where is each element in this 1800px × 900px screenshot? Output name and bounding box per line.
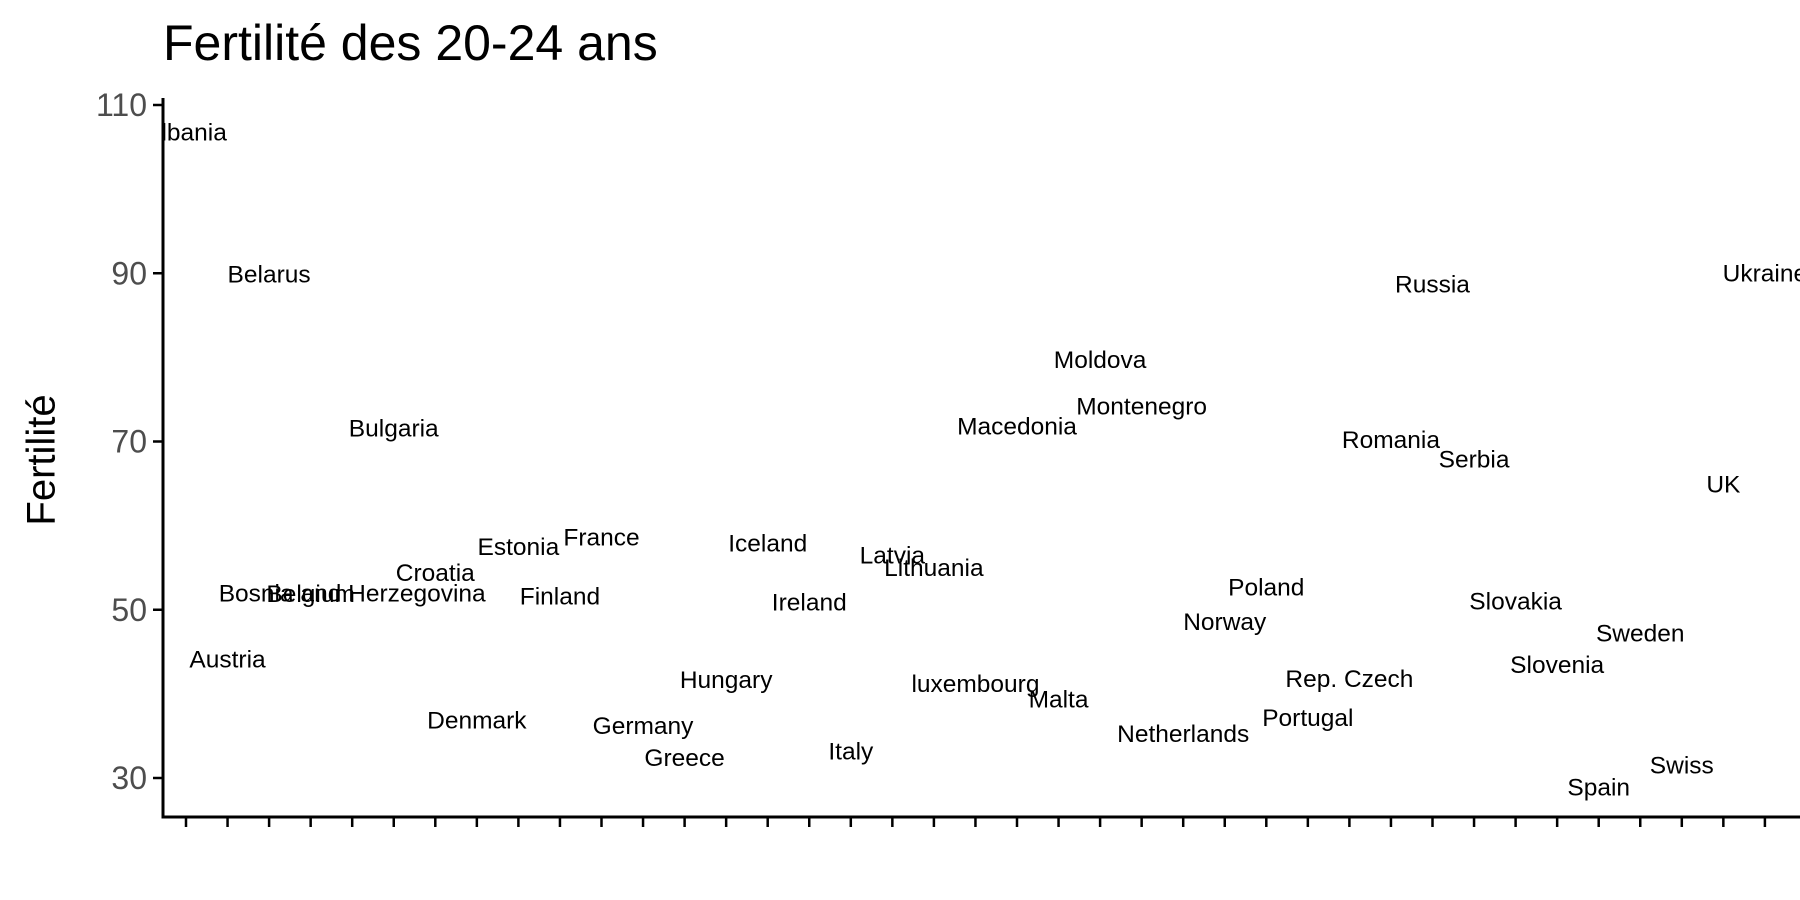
data-point-label: Belgium <box>266 581 355 608</box>
data-point-label: Sweden <box>1596 621 1685 648</box>
data-point-label: Albania <box>145 119 227 146</box>
data-point-label: Lithuania <box>884 555 984 582</box>
data-point-label: Slovenia <box>1510 652 1604 679</box>
data-point-label: Italy <box>828 738 874 765</box>
data-point-label: Portugal <box>1262 705 1353 732</box>
y-tick-label: 70 <box>111 424 147 460</box>
data-point-label: Ireland <box>772 590 847 617</box>
data-point-label: Netherlands <box>1117 721 1249 748</box>
y-tick-label: 50 <box>111 592 147 628</box>
data-point-label: Hungary <box>680 667 773 694</box>
data-point-label: Finland <box>520 584 600 611</box>
y-tick-label: 90 <box>111 255 147 291</box>
data-point-label: Slovakia <box>1469 589 1562 616</box>
y-tick-label: 110 <box>96 87 147 123</box>
data-point-label: Norway <box>1183 609 1267 636</box>
data-point-label: Serbia <box>1439 447 1510 474</box>
data-point-label: Macedonia <box>957 414 1077 441</box>
data-point-label: Austria <box>189 647 266 674</box>
data-point-label: UK <box>1706 472 1741 499</box>
data-point-label: Bosnia and Herzegovina <box>219 580 486 607</box>
data-point-label: luxembourg <box>911 671 1039 698</box>
data-point-label: Spain <box>1567 775 1630 802</box>
data-point-label: Montenegro <box>1076 394 1207 421</box>
data-point-label: Estonia <box>478 534 560 561</box>
data-point-label: Russia <box>1395 272 1470 299</box>
data-point-label: Malta <box>1029 686 1089 713</box>
data-point-label: Romania <box>1342 427 1440 454</box>
data-point-label: Rep. Czech <box>1285 666 1413 693</box>
data-point-label: Greece <box>644 745 724 772</box>
y-tick-label: 30 <box>111 760 147 796</box>
data-point-label: Belarus <box>228 261 311 288</box>
data-point-label: Swiss <box>1650 753 1714 780</box>
axes: 30 50 70 90 110 <box>96 87 1800 827</box>
data-point-label: Bulgaria <box>349 415 439 442</box>
data-point-label: Iceland <box>728 531 807 558</box>
data-point-label: Croatia <box>396 560 475 587</box>
data-point-label: Ukraine <box>1723 261 1800 288</box>
data-point-label: Moldova <box>1054 347 1147 374</box>
data-point-label: Denmark <box>427 707 527 734</box>
data-point-label: Latvia <box>860 542 926 569</box>
data-point-label: Germany <box>593 713 695 740</box>
chart-title: Fertilité des 20-24 ans <box>163 15 658 71</box>
data-point-label: France <box>563 525 639 552</box>
data-point-label: Poland <box>1228 574 1304 601</box>
